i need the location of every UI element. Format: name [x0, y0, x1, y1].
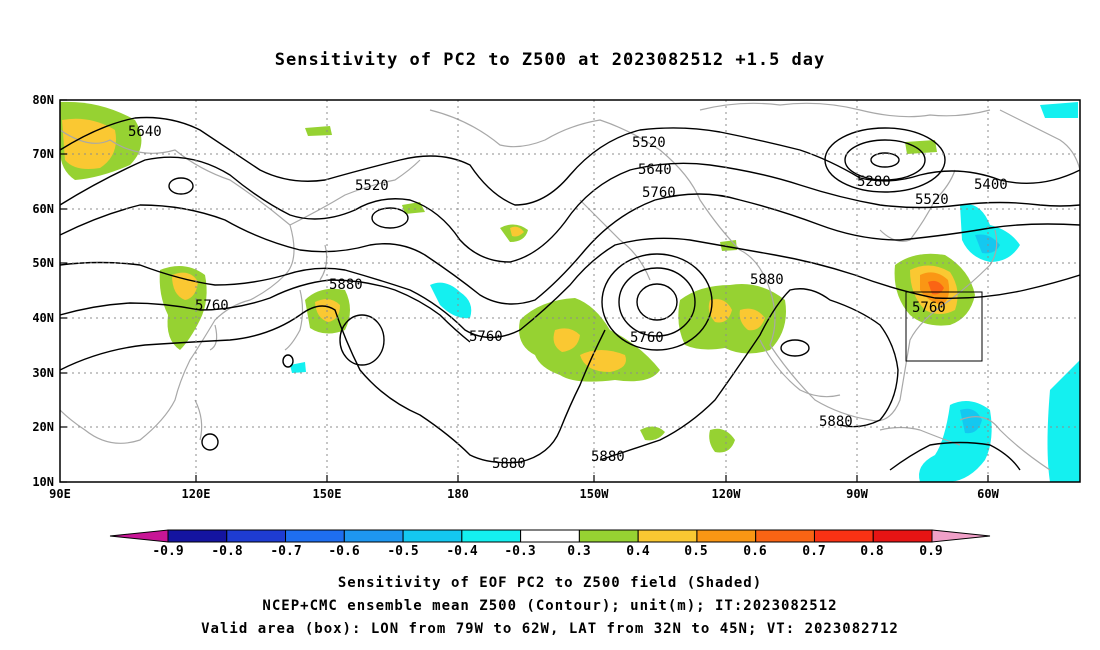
colorbar-label: 0.7: [802, 544, 826, 559]
contour-label: 5880: [819, 414, 853, 430]
contour-label: 5280: [857, 174, 891, 190]
colorbar: [109, 529, 991, 543]
colorbar-label: 0.9: [919, 544, 943, 559]
contour-label: 5880: [591, 449, 625, 465]
lon-label: 150E: [312, 487, 342, 501]
contour-label: 5760: [642, 185, 676, 201]
caption-line-1: Sensitivity of EOF PC2 to Z500 field (Sh…: [337, 575, 763, 591]
lon-label: 120E: [181, 487, 211, 501]
contour-label: 5400: [974, 177, 1008, 193]
colorbar-low-arrow: [109, 529, 169, 543]
colorbar-segment: [343, 529, 404, 543]
contour-label: 5760: [195, 298, 229, 314]
contour-label: 5880: [329, 277, 363, 293]
lon-label: 90W: [846, 487, 868, 501]
map-title: Sensitivity of PC2 to Z500 at 2023082512…: [274, 50, 826, 70]
colorbar-segment: [226, 529, 287, 543]
colorbar-label: -0.7: [270, 544, 302, 559]
colorbar-segment: [285, 529, 345, 543]
lat-label: 10N: [32, 475, 54, 489]
lat-label: 60N: [32, 202, 54, 216]
colorbar-high-arrow: [931, 529, 991, 543]
lat-label: 70N: [32, 147, 54, 161]
lat-label: 30N: [32, 366, 54, 380]
contour-label: 5760: [469, 329, 503, 345]
lat-label: 40N: [32, 311, 54, 325]
z500-contours: [60, 116, 1080, 471]
colorbar-label: 0.8: [860, 544, 884, 559]
contour-label: 5640: [128, 124, 162, 140]
lon-label: 150W: [579, 487, 609, 501]
colorbar-label: 0.5: [684, 544, 708, 559]
contour-label: 5880: [750, 272, 784, 288]
colorbar-label: -0.3: [504, 544, 536, 559]
map-frame: [59, 99, 1081, 483]
grid-lines: [60, 100, 1080, 482]
colorbar-segment: [520, 529, 580, 543]
colorbar-segment: [578, 529, 639, 543]
lat-label: 50N: [32, 256, 54, 270]
colorbar-label: -0.9: [152, 544, 184, 559]
colorbar-segment: [755, 529, 815, 543]
colorbar-label: -0.5: [387, 544, 419, 559]
contour-label: 5520: [915, 192, 949, 208]
colorbar-segment: [167, 529, 228, 543]
colorbar-label: 0.3: [567, 544, 591, 559]
lat-label: 20N: [32, 420, 54, 434]
contour-label: 5520: [355, 178, 389, 194]
lon-label: 180: [447, 487, 469, 501]
colorbar-label: 0.4: [626, 544, 650, 559]
colorbar-segment: [402, 529, 463, 543]
colorbar-segment: [461, 529, 522, 543]
axis-ticks: [60, 99, 989, 483]
colorbar-segment: [872, 529, 933, 543]
lon-label: 120W: [711, 487, 741, 501]
colorbar-label: 0.6: [743, 544, 767, 559]
colorbar-segment: [637, 529, 698, 543]
colorbar-segment: [813, 529, 874, 543]
colorbar-label: -0.8: [211, 544, 243, 559]
caption-line-3: Valid area (box): LON from 79W to 62W, L…: [201, 621, 899, 637]
colorbar-segment: [696, 529, 757, 543]
lon-label: 60W: [977, 487, 999, 501]
contour-label: 5880: [492, 456, 526, 472]
colorbar-label: -0.6: [328, 544, 360, 559]
contour-label: 5520: [632, 135, 666, 151]
caption-line-2: NCEP+CMC ensemble mean Z500 (Contour); u…: [262, 598, 838, 614]
coastlines: [60, 102, 1080, 471]
shaded-negative-sensitivity: [290, 102, 1080, 482]
contour-labels: 5640 5520 5520 5640 5760 5280 5400 5520 …: [128, 124, 1008, 472]
valid-area-box: [905, 291, 983, 362]
lon-label: 90E: [49, 487, 71, 501]
contour-label: 5760: [912, 300, 946, 316]
lat-label: 80N: [32, 93, 54, 107]
contour-label: 5760: [630, 330, 664, 346]
contour-label: 5640: [638, 162, 672, 178]
colorbar-label: -0.4: [446, 544, 478, 559]
